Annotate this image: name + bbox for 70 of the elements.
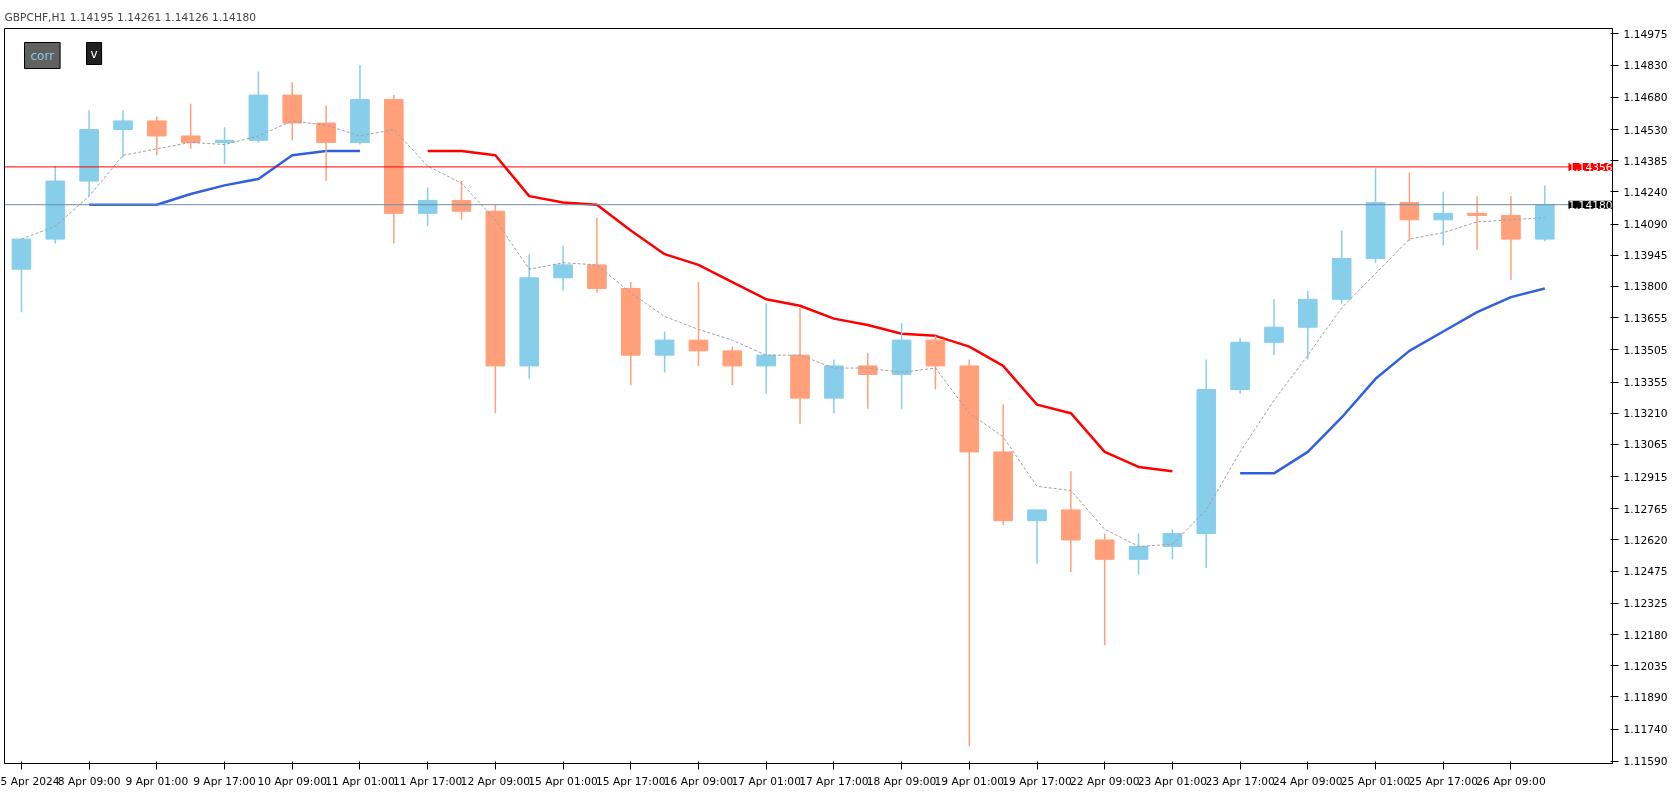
ref-line-label: 1.14180: [1568, 198, 1613, 212]
y-tick-label: 1.11590: [1623, 755, 1668, 769]
candlestick: [654, 330, 675, 374]
ref-line-label: 1.14356: [1568, 160, 1613, 174]
x-tick-label: 12 Apr 09:00: [460, 774, 531, 788]
y-tick-label: 1.12915: [1623, 470, 1668, 484]
x-tick-label: 15 Apr 17:00: [596, 774, 666, 788]
candlestick: [1027, 509, 1047, 565]
x-tick-label: 22 Apr 09:00: [1069, 774, 1140, 788]
y-tick-label: 1.12620: [1623, 533, 1668, 547]
x-tick-label: 19 Apr 17:00: [1002, 774, 1072, 788]
x-tick-label: 10 Apr 09:00: [257, 774, 328, 788]
y-tick-label: 1.14830: [1623, 59, 1668, 73]
annotation: v: [90, 46, 98, 61]
y-tick-label: 1.13065: [1623, 438, 1668, 452]
y-tick-label: 1.14680: [1623, 91, 1668, 105]
candlestick: [316, 105, 336, 182]
y-tick-label: 1.13800: [1623, 280, 1668, 294]
candlestick: [113, 109, 133, 159]
candlestick: [756, 302, 776, 395]
x-tick-label: 24 Apr 09:00: [1273, 774, 1343, 788]
candlestick: [1399, 171, 1420, 243]
candlestick: [1264, 298, 1284, 356]
y-tick-label: 1.14090: [1623, 218, 1668, 232]
x-tick-label: 25 Apr 01:00: [1340, 774, 1411, 788]
candlestick: [553, 244, 573, 292]
y-tick-label: 1.12475: [1623, 565, 1668, 579]
candlestick: [1128, 532, 1149, 576]
chart-title: GBPCHF,H1 1.14195 1.14261 1.14126 1.14180: [4, 10, 257, 24]
y-tick-label: 1.12325: [1623, 597, 1668, 611]
candlestick: [857, 352, 878, 410]
y-tick-label: 1.13945: [1623, 249, 1668, 263]
y-tick-label: 1.12765: [1623, 502, 1668, 516]
y-tick-label: 1.11740: [1623, 723, 1668, 737]
x-tick-label: 26 Apr 09:00: [1476, 774, 1546, 788]
y-tick-label: 1.12180: [1623, 628, 1668, 642]
candlestick: [722, 345, 743, 386]
annotation: corr: [30, 48, 55, 63]
candlestick: [214, 126, 235, 165]
candlestick: [1094, 532, 1115, 647]
x-tick-label: 11 Apr 01:00: [325, 774, 395, 788]
y-tick-label: 1.13210: [1623, 407, 1668, 421]
candlestick: [451, 180, 472, 221]
x-tick-label: 17 Apr 17:00: [799, 774, 869, 788]
y-tick-label: 1.14385: [1623, 154, 1668, 168]
y-tick-label: 1.14530: [1623, 123, 1668, 137]
x-tick-label: 19 Apr 01:00: [934, 774, 1005, 788]
candlestick: [587, 216, 607, 294]
candlestick: [1162, 528, 1183, 561]
x-tick-label: 23 Apr 01:00: [1137, 774, 1208, 788]
x-tick-label: 9 Apr 01:00: [125, 774, 189, 788]
y-tick-label: 1.13505: [1623, 343, 1668, 357]
candlestick: [147, 115, 167, 157]
y-tick-label: 1.14240: [1623, 185, 1668, 199]
y-tick-label: 1.11890: [1623, 690, 1668, 704]
x-tick-label: 5 Apr 2024: [0, 774, 60, 788]
candlestick: [1501, 195, 1521, 281]
candlestick: [1467, 195, 1487, 251]
y-tick-label: 1.14975: [1623, 27, 1668, 41]
candlestick: [417, 186, 438, 227]
x-tick-label: 25 Apr 17:00: [1408, 774, 1479, 788]
x-tick-label: 8 Apr 09:00: [57, 774, 121, 788]
y-tick-label: 1.13655: [1623, 311, 1668, 325]
x-tick-label: 9 Apr 17:00: [193, 774, 257, 788]
y-tick-label: 1.13355: [1623, 376, 1668, 390]
x-tick-label: 17 Apr 01:00: [731, 774, 802, 788]
y-tick-label: 1.12035: [1623, 659, 1668, 673]
candlestick: [180, 102, 201, 150]
candlestick: [1433, 191, 1454, 247]
candlestick: [688, 281, 709, 367]
